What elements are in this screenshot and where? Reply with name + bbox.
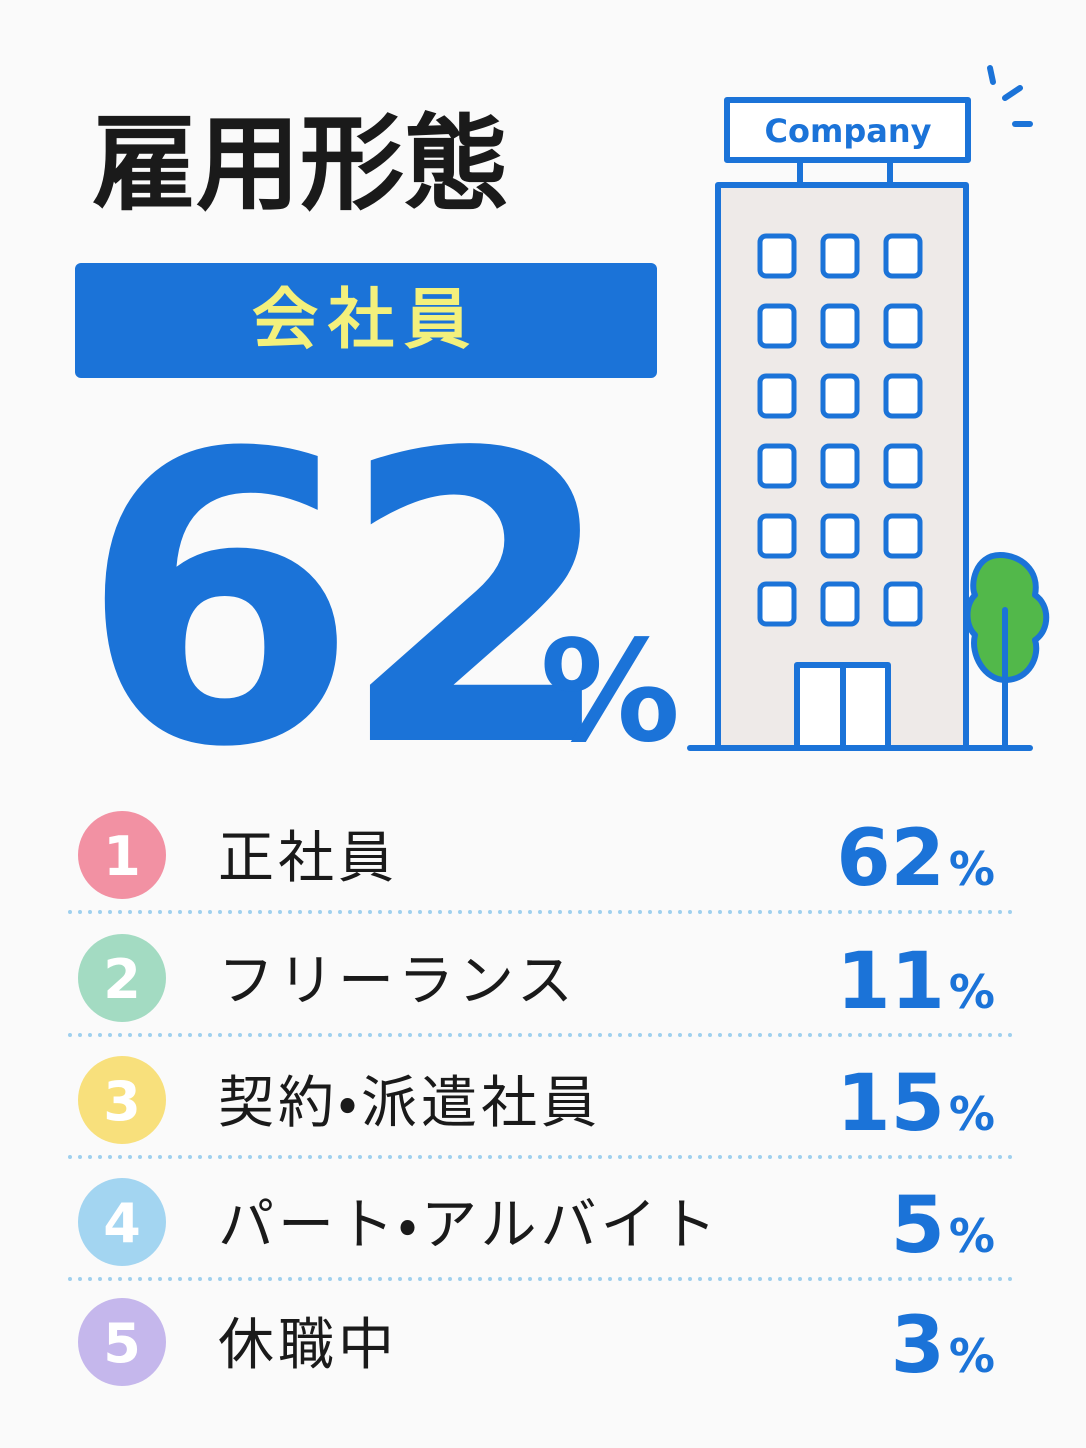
value-unit: % [949, 965, 995, 1019]
badge-text: 会社員 [252, 281, 480, 358]
rank-circle [78, 1178, 166, 1266]
rank-number: 3 [103, 1070, 141, 1133]
badge [75, 263, 657, 378]
rank-circle [78, 1298, 166, 1386]
value-number: 62 [836, 814, 945, 904]
value-unit: % [949, 1209, 995, 1263]
title: 雇用形態 [92, 103, 508, 225]
value-unit: % [949, 1329, 995, 1383]
rank-circle [78, 934, 166, 1022]
big-unit: % [540, 611, 680, 774]
item-label: 正社員 [218, 826, 398, 891]
rank-number: 4 [103, 1192, 141, 1255]
item-label: フリーランス [218, 949, 577, 1014]
rank-number: 1 [103, 825, 141, 888]
big-value: 62 [80, 370, 597, 835]
value-number: 15 [836, 1059, 945, 1149]
value-number: 3 [891, 1301, 945, 1391]
item-value: 3% [891, 1301, 995, 1391]
value-number: 5 [891, 1181, 945, 1271]
building [687, 65, 1050, 751]
rank-number: 2 [103, 948, 141, 1011]
item-value: 15% [836, 1059, 995, 1149]
value-unit: % [949, 842, 995, 896]
sign-text: Company [765, 112, 932, 150]
value-unit: % [949, 1087, 995, 1141]
item-value: 62% [836, 814, 995, 904]
item-label: 休職中 [218, 1313, 398, 1378]
rank-circle [78, 1056, 166, 1144]
rank-number: 5 [103, 1312, 141, 1375]
item-label: 契約・派遣社員 [218, 1071, 601, 1136]
value-number: 11 [836, 937, 945, 1027]
item-value: 11% [836, 937, 995, 1027]
rank-circle [78, 811, 166, 899]
item-label: パート・アルバイト [218, 1193, 720, 1258]
item-value: 5% [891, 1181, 995, 1271]
